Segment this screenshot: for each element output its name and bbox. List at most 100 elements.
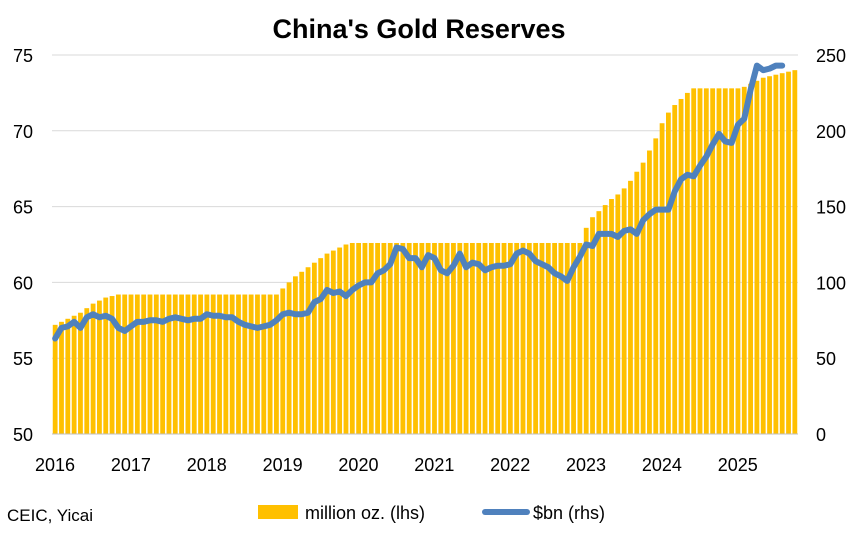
bar <box>413 242 418 434</box>
bar <box>457 242 463 434</box>
bar <box>280 288 286 434</box>
bar <box>691 88 697 435</box>
bar <box>330 250 336 434</box>
bar <box>229 294 235 434</box>
bar <box>520 242 526 434</box>
x-axis: 2016 2017 2018 2019 2020 2021 2022 2023 2024 2025 <box>35 433 798 475</box>
x-tick-label: 2020 <box>338 455 378 475</box>
bar <box>368 242 374 434</box>
bar <box>255 294 260 434</box>
x-tick-label: 2021 <box>414 455 454 475</box>
bar <box>640 162 646 435</box>
bar <box>602 205 608 434</box>
bar <box>406 242 412 434</box>
bar <box>292 276 298 434</box>
bar <box>242 294 248 434</box>
bar <box>191 294 197 434</box>
bar <box>147 294 153 434</box>
legend: million oz. (lhs) $bn (rhs) <box>258 503 605 523</box>
bar <box>735 88 741 435</box>
legend-label-line: $bn (rhs) <box>533 503 605 523</box>
bar <box>128 294 134 434</box>
bar <box>558 242 564 434</box>
bar <box>451 242 456 434</box>
bar <box>425 242 431 434</box>
bar <box>634 171 640 434</box>
bar <box>672 105 678 434</box>
bar <box>754 80 760 434</box>
bar <box>261 294 267 434</box>
bar <box>198 294 203 434</box>
bar <box>141 294 147 434</box>
y-tick-label-right: 150 <box>816 198 846 218</box>
bar <box>381 242 387 434</box>
bar <box>356 242 362 434</box>
bar <box>495 242 501 434</box>
bar <box>153 294 159 434</box>
x-tick-label: 2018 <box>187 455 227 475</box>
bar <box>362 242 368 434</box>
bar <box>204 294 210 434</box>
bar <box>665 112 671 434</box>
bar <box>729 88 735 435</box>
bar <box>432 242 437 434</box>
bar <box>179 294 185 434</box>
bar <box>115 294 121 434</box>
bar <box>267 294 273 434</box>
bar <box>760 77 766 435</box>
bar <box>375 242 380 434</box>
bar <box>324 253 330 434</box>
bar <box>501 242 507 434</box>
bar <box>773 74 779 434</box>
bar <box>767 76 772 434</box>
y-tick-label-left: 55 <box>13 349 33 369</box>
bar <box>741 86 747 434</box>
y-tick-label-left: 60 <box>13 273 33 293</box>
bar <box>236 294 241 434</box>
bar <box>533 242 539 434</box>
bar <box>590 217 595 434</box>
bar <box>621 188 627 434</box>
y-tick-label-right: 0 <box>816 425 826 445</box>
bar <box>716 88 722 435</box>
bar <box>103 297 109 434</box>
bar <box>71 315 77 434</box>
bar <box>210 294 216 434</box>
bar <box>779 73 785 434</box>
y-tick-label-left: 75 <box>13 46 33 66</box>
bar <box>318 258 324 434</box>
bar <box>710 88 716 435</box>
bar <box>647 150 652 434</box>
bar <box>185 294 191 434</box>
bar <box>482 242 488 434</box>
bar <box>786 71 791 435</box>
y-tick-label-right: 200 <box>816 122 846 142</box>
bar <box>78 312 83 434</box>
bar <box>748 83 753 434</box>
bar <box>507 242 513 434</box>
bar <box>577 242 583 434</box>
bar <box>52 324 58 434</box>
bar <box>659 123 665 434</box>
bar <box>514 242 520 434</box>
bar <box>59 321 64 434</box>
bar <box>65 318 71 434</box>
bar <box>678 98 684 435</box>
bar <box>84 308 90 434</box>
bar <box>526 242 532 434</box>
bar <box>97 300 102 434</box>
bar <box>223 294 229 434</box>
right-axis: 0 50 100 150 200 250 <box>816 46 846 445</box>
bar <box>438 242 444 434</box>
y-tick-label-right: 100 <box>816 273 846 293</box>
bar <box>343 244 349 434</box>
line-series <box>52 62 786 342</box>
bar <box>248 294 254 434</box>
chart-title: China's Gold Reserves <box>272 14 565 44</box>
bar <box>470 242 475 434</box>
bar <box>419 242 425 434</box>
bar <box>697 88 703 435</box>
y-tick-label-left: 70 <box>13 122 33 142</box>
